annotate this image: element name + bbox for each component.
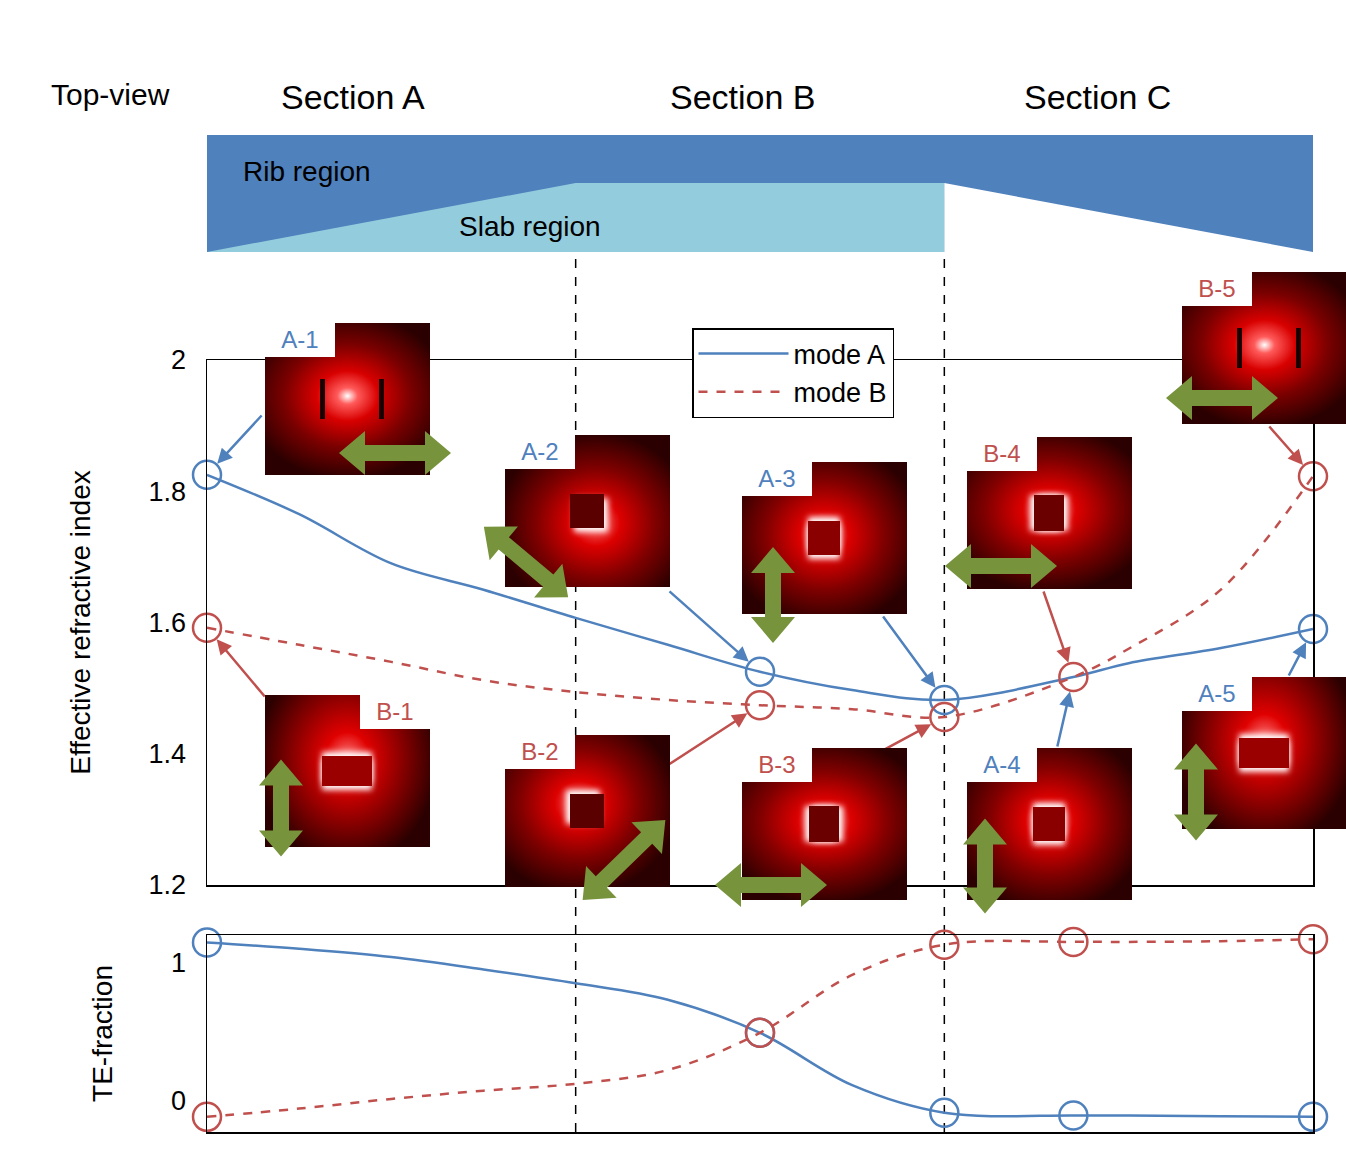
svg-text:Section B: Section B xyxy=(670,78,816,116)
html-text:A-4: A-4 xyxy=(983,751,1021,778)
html-text:A-2: A-2 xyxy=(521,438,559,465)
svg-text:1.4: 1.4 xyxy=(149,739,187,769)
svg-text:1.2: 1.2 xyxy=(149,870,187,900)
html-text:B-5: B-5 xyxy=(1198,275,1236,302)
svg-text:Top-view: Top-view xyxy=(51,78,170,111)
svg-text:0: 0 xyxy=(171,1086,186,1116)
html-text:B-1: B-1 xyxy=(376,698,414,725)
html-text:A-3: A-3 xyxy=(758,465,796,492)
svg-text:Slab region: Slab region xyxy=(459,211,601,242)
svg-text:TE-fraction: TE-fraction xyxy=(87,965,118,1102)
svg-text:mode B: mode B xyxy=(794,378,887,408)
svg-text:2: 2 xyxy=(171,345,186,375)
html-text:A-1: A-1 xyxy=(281,326,319,353)
svg-text:1.8: 1.8 xyxy=(149,477,187,507)
svg-text:mode A: mode A xyxy=(794,340,886,370)
svg-text:Section C: Section C xyxy=(1024,78,1171,116)
svg-text:Rib region: Rib region xyxy=(243,156,371,187)
html-text:B-3: B-3 xyxy=(758,751,796,778)
svg-text:1.6: 1.6 xyxy=(149,608,187,638)
svg-text:Section A: Section A xyxy=(281,78,425,116)
html-text:A-5: A-5 xyxy=(1198,680,1236,707)
html-text:B-4: B-4 xyxy=(983,440,1021,467)
svg-text:Effective refractive index: Effective refractive index xyxy=(65,470,96,775)
html-text:B-2: B-2 xyxy=(521,738,559,765)
svg-text:1: 1 xyxy=(171,948,186,978)
